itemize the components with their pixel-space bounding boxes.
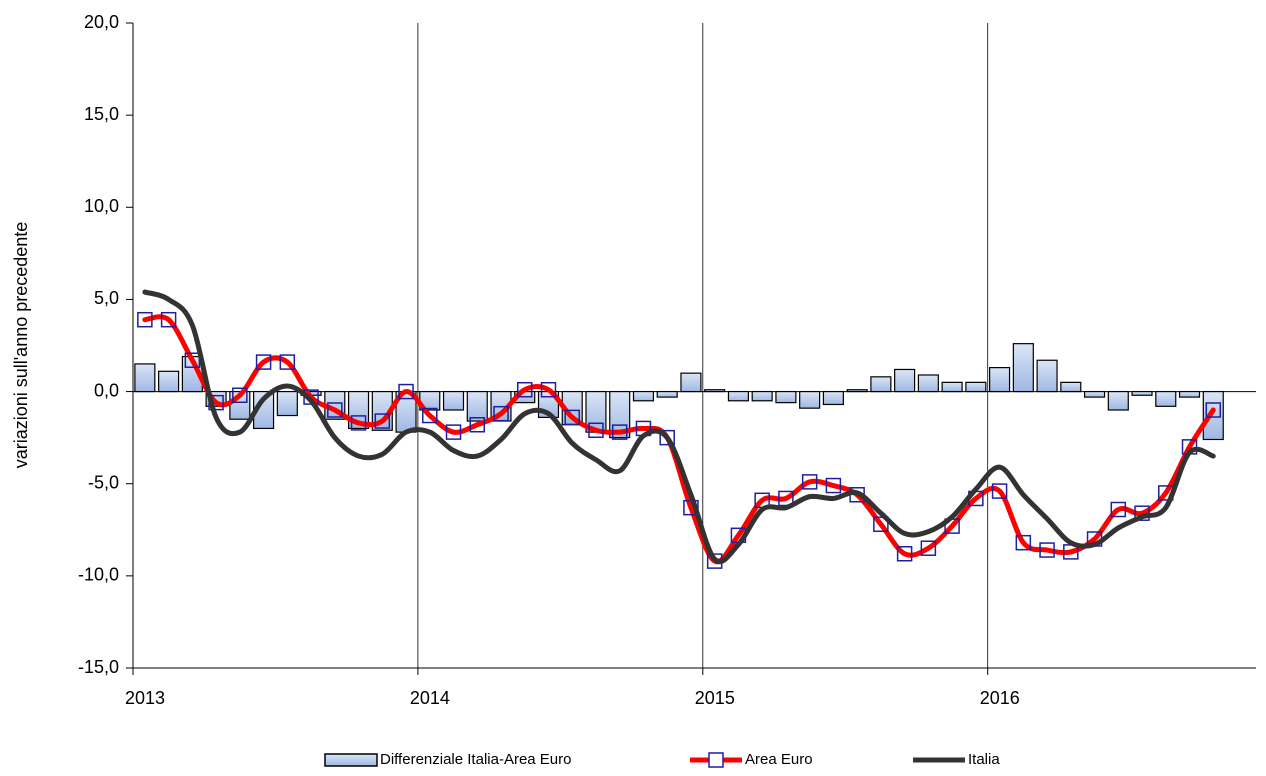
marker — [991, 483, 1008, 499]
y-tick-label: 10,0 — [84, 196, 119, 216]
bar — [632, 390, 655, 402]
x-tick-label: 2016 — [980, 688, 1020, 708]
marker — [137, 311, 153, 328]
bar — [822, 390, 844, 406]
y-tick-label: -10,0 — [78, 565, 119, 585]
marker — [232, 387, 248, 404]
x-tick-label: 2013 — [125, 688, 165, 708]
marker — [255, 354, 272, 370]
marker — [279, 354, 296, 370]
bar — [704, 389, 726, 393]
marker — [825, 477, 842, 494]
bar — [680, 372, 702, 393]
bar — [989, 367, 1011, 393]
bar — [1036, 359, 1058, 393]
y-axis-title: variazioni sull'anno precedente — [11, 222, 31, 469]
marker — [1039, 542, 1055, 558]
bar — [1178, 390, 1201, 398]
marker — [801, 474, 818, 490]
x-tick-label: 2015 — [695, 688, 735, 708]
marker — [422, 407, 438, 424]
marker — [873, 516, 889, 533]
y-tick-label: 0,0 — [94, 380, 119, 400]
legend-label: Area Euro — [745, 751, 813, 768]
legend-swatch — [324, 753, 378, 767]
bar — [1083, 390, 1106, 398]
marker — [564, 409, 580, 426]
marker — [350, 415, 367, 431]
bar — [894, 368, 916, 393]
y-tick-label: 15,0 — [84, 104, 119, 124]
line — [142, 289, 1216, 565]
marker — [540, 381, 557, 398]
bar — [609, 390, 631, 439]
marker — [920, 540, 937, 556]
marker — [160, 311, 177, 328]
bar — [466, 390, 488, 422]
legend-marker — [708, 752, 724, 768]
marker — [588, 422, 604, 439]
marker — [398, 383, 414, 400]
bar — [1131, 390, 1153, 396]
legend-label: Italia — [968, 751, 1000, 768]
marker — [327, 402, 343, 418]
bar — [727, 390, 749, 402]
bar — [1155, 390, 1177, 407]
marker — [1205, 402, 1222, 418]
bar — [158, 370, 180, 393]
bar — [941, 381, 963, 393]
marker — [1110, 501, 1127, 518]
marker — [516, 381, 533, 398]
marker — [896, 545, 913, 562]
marker — [493, 405, 509, 422]
y-tick-label: -15,0 — [78, 657, 119, 677]
marker — [611, 424, 628, 440]
y-tick-label: -5,0 — [88, 472, 119, 492]
bar — [846, 389, 868, 393]
bar — [442, 390, 465, 411]
bar — [656, 390, 678, 398]
bar — [1060, 381, 1082, 393]
bar — [965, 381, 987, 393]
bar — [276, 390, 298, 417]
y-tick-label: 5,0 — [94, 288, 119, 308]
bar — [1107, 390, 1129, 411]
bar — [134, 363, 156, 393]
marker — [659, 429, 675, 446]
marker — [469, 416, 486, 433]
bar — [751, 390, 773, 402]
bar — [917, 374, 939, 393]
bar — [775, 390, 797, 404]
marker — [445, 424, 462, 440]
legend-label: Differenziale Italia-Area Euro — [380, 751, 571, 768]
marker — [1015, 534, 1032, 551]
x-tick-label: 2014 — [410, 688, 450, 708]
y-tick-label: 20,0 — [84, 12, 119, 32]
marker — [374, 413, 391, 429]
bar — [1012, 343, 1034, 393]
bar — [870, 376, 892, 393]
line — [142, 314, 1216, 565]
bar — [799, 390, 821, 409]
